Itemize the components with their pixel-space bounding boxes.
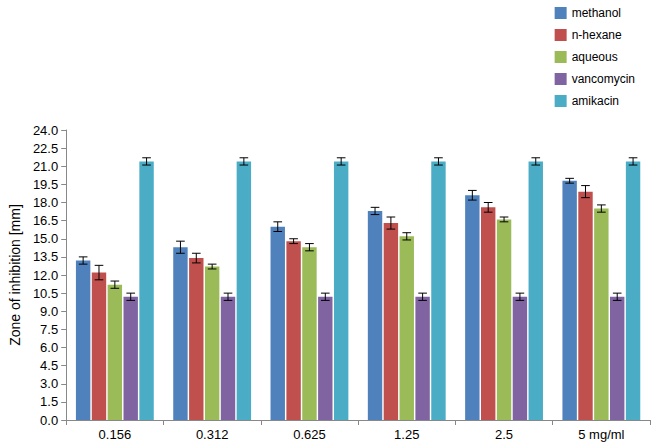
svg-text:5 mg/ml: 5 mg/ml	[578, 427, 624, 442]
svg-text:12.0: 12.0	[33, 268, 58, 283]
svg-text:4.5: 4.5	[40, 358, 58, 373]
svg-text:Zone of inhibition [mm]: Zone of inhibition [mm]	[7, 204, 23, 346]
svg-text:16.5: 16.5	[33, 213, 58, 228]
svg-text:9.0: 9.0	[40, 304, 58, 319]
svg-text:13.5: 13.5	[33, 249, 58, 264]
svg-text:0.0: 0.0	[40, 413, 58, 428]
svg-text:18.0: 18.0	[33, 195, 58, 210]
svg-text:0.312: 0.312	[196, 427, 229, 442]
svg-text:n-hexane: n-hexane	[572, 28, 622, 42]
svg-text:1.5: 1.5	[40, 394, 58, 409]
svg-text:0.156: 0.156	[99, 427, 132, 442]
svg-text:21.0: 21.0	[33, 159, 58, 174]
svg-text:7.5: 7.5	[40, 322, 58, 337]
svg-text:1.25: 1.25	[394, 427, 419, 442]
svg-text:24.0: 24.0	[33, 123, 58, 138]
svg-text:aqueous: aqueous	[572, 50, 618, 64]
svg-text:vancomycin: vancomycin	[572, 72, 635, 86]
svg-text:19.5: 19.5	[33, 177, 58, 192]
svg-text:6.0: 6.0	[40, 340, 58, 355]
svg-text:3.0: 3.0	[40, 376, 58, 391]
svg-text:22.5: 22.5	[33, 141, 58, 156]
svg-text:10.5: 10.5	[33, 286, 58, 301]
svg-text:2.5: 2.5	[495, 427, 513, 442]
svg-text:methanol: methanol	[572, 6, 621, 20]
svg-text:0.625: 0.625	[293, 427, 326, 442]
svg-text:amikacin: amikacin	[572, 94, 619, 108]
svg-text:15.0: 15.0	[33, 231, 58, 246]
